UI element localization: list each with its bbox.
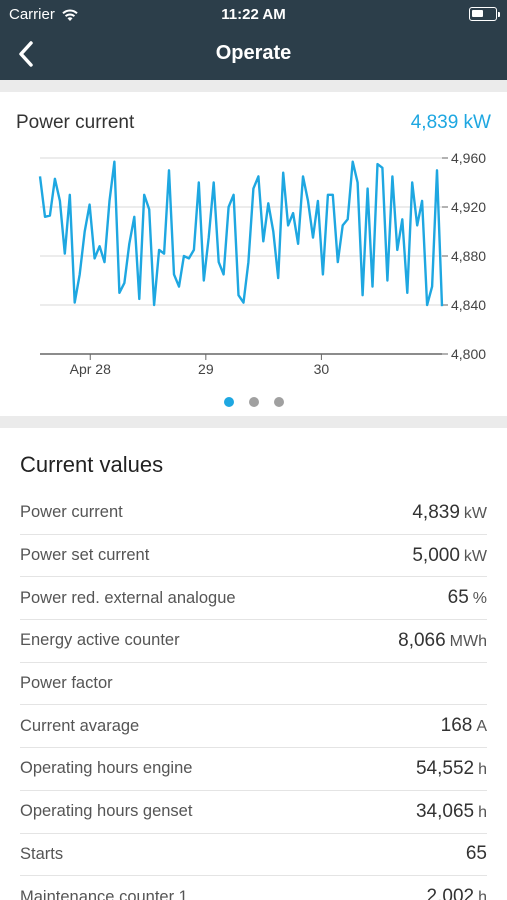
value-number: 2,002 <box>426 886 475 900</box>
value-row: Power set current 5,000 kW <box>20 535 487 578</box>
value-number: 54,552 <box>415 757 475 779</box>
value-unit: kW <box>463 504 487 522</box>
x-tick-label: 30 <box>314 361 330 377</box>
value-row: Power red. external analogue 65% <box>20 577 487 621</box>
value-reading: 168 A <box>441 715 487 737</box>
page-title: Operate <box>215 42 292 64</box>
value-reading: 8,066 MWh <box>398 630 487 652</box>
value-row: Current avarage 168 A <box>20 705 487 749</box>
value-number: 65 <box>447 587 469 609</box>
value-reading: 65 <box>466 843 487 865</box>
status-time: 11:22 AM <box>221 6 286 23</box>
carrier-group: Carrier <box>9 6 79 23</box>
nav-bar: Operate <box>0 30 507 80</box>
page-dot[interactable] <box>223 397 234 407</box>
value-unit: A <box>476 718 487 736</box>
value-row: Operating hours engine 54,552 h <box>20 748 487 791</box>
value-label: Power factor <box>20 674 113 693</box>
value-unit: h <box>478 760 487 778</box>
battery-icon <box>469 7 500 21</box>
carrier-label: Carrier <box>9 6 55 23</box>
value-row: Maintenance counter 1 2,002 h <box>20 876 487 900</box>
value-reading: 65% <box>448 587 487 609</box>
page-indicator <box>0 397 507 407</box>
page-dot[interactable] <box>273 397 284 407</box>
value-label: Power set current <box>20 546 150 565</box>
values-list: Power current 4,839 kW Power set current 5,0… <box>20 492 487 900</box>
chevron-left-icon <box>19 41 33 67</box>
y-tick-label: 4,840 <box>451 297 486 313</box>
value-unit: kW <box>463 547 487 565</box>
value-label: Current avarage <box>20 716 140 735</box>
value-unit: h <box>478 803 487 821</box>
value-number: 4,839 <box>412 501 460 523</box>
current-values-card: Current values Power current 4,839 kW Power… <box>0 428 507 900</box>
value-number: 34,065 <box>415 800 475 822</box>
value-row: Operating hours genset 34,065 h <box>20 791 487 834</box>
value-label: Maintenance counter 1 <box>20 887 188 900</box>
value-number: 5,000 <box>412 544 460 566</box>
value-row: Power factor <box>20 663 487 706</box>
chart-card[interactable]: Power current 4,839 kW 4,960 4,920 4,880 4,… <box>0 92 507 416</box>
power-chart[interactable]: 4,960 4,920 4,880 4,840 4,800 Apr 28 29 30 <box>0 92 507 392</box>
value-number: 8,066 <box>398 629 446 651</box>
wifi-icon <box>62 8 78 21</box>
y-tick-label: 4,880 <box>451 248 486 264</box>
page-dot[interactable] <box>248 397 259 407</box>
battery-level <box>472 10 483 17</box>
value-number: 168 <box>440 715 473 737</box>
value-unit: % <box>472 590 487 608</box>
section-title: Current values <box>20 452 164 477</box>
value-unit: MWh <box>449 632 487 650</box>
value-reading: 2,002 h <box>427 886 487 900</box>
y-tick-label: 4,800 <box>451 346 486 362</box>
value-reading: 34,065 h <box>416 801 487 823</box>
value-row: Energy active counter 8,066 MWh <box>20 620 487 663</box>
series-line <box>38 160 444 307</box>
value-row: Starts 65 <box>20 834 487 877</box>
x-tick-label: 29 <box>198 361 214 377</box>
value-reading: 5,000 kW <box>412 545 487 567</box>
y-tick-label: 4,960 <box>451 150 486 166</box>
value-row: Power current 4,839 kW <box>20 492 487 535</box>
value-reading: 54,552 h <box>416 758 487 780</box>
value-label: Power current <box>20 503 123 522</box>
value-label: Energy active counter <box>20 631 180 650</box>
chart-current-value: 4,839 kW <box>410 112 491 133</box>
value-label: Starts <box>20 844 64 863</box>
y-tick-label: 4,920 <box>451 199 486 215</box>
x-tick-label: Apr 28 <box>70 361 111 377</box>
status-bar: Carrier 11:22 AM <box>0 0 507 30</box>
value-reading: 4,839 kW <box>412 502 487 524</box>
chart-title: Power current <box>16 112 135 133</box>
value-unit: h <box>478 889 487 900</box>
value-label: Power red. external analogue <box>20 588 236 607</box>
value-label: Operating hours engine <box>20 759 193 778</box>
back-button[interactable] <box>8 36 44 72</box>
value-label: Operating hours genset <box>20 802 193 821</box>
value-number: 65 <box>465 843 487 865</box>
